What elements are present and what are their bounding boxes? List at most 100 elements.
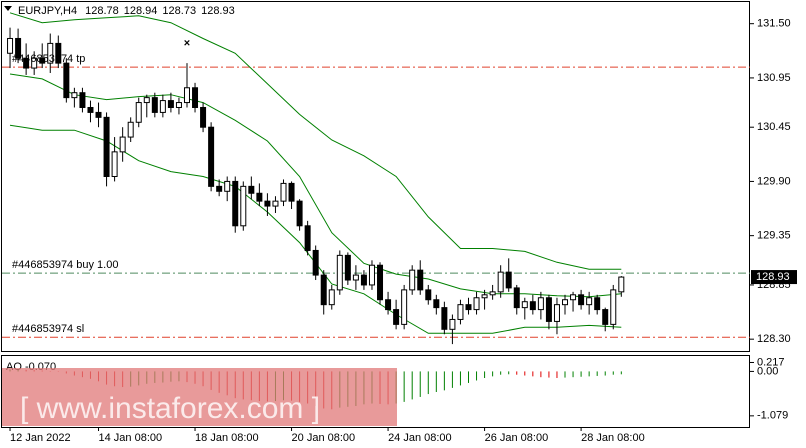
y-tick-label: 129.90	[757, 175, 791, 187]
candle-body	[240, 185, 247, 227]
watermark: [ www.instaforex.com ]	[20, 392, 320, 425]
candle-body	[79, 92, 86, 108]
candle-body	[545, 297, 552, 322]
main-frame	[1, 1, 750, 352]
candle-body	[344, 254, 351, 281]
candle-body	[288, 182, 295, 202]
ao-tick-label: 0.00	[757, 365, 778, 377]
candle-body	[296, 200, 303, 227]
candle-body	[280, 182, 287, 202]
candle-body	[570, 294, 577, 301]
candle-body	[360, 274, 367, 286]
candle-body	[473, 297, 480, 311]
x-tick-label: 14 Jan 08:00	[99, 432, 163, 444]
candle-body	[409, 269, 416, 291]
price-box	[751, 270, 797, 285]
header-value: 128.78	[85, 5, 119, 17]
header-value: 128.93	[201, 5, 235, 17]
y-tick-label: 130.95	[757, 72, 791, 84]
candle-body	[135, 102, 142, 123]
candle-body	[31, 57, 38, 69]
candle-body	[586, 297, 593, 306]
candle-body	[63, 62, 70, 99]
candle-body	[87, 106, 94, 113]
candle-body	[336, 254, 343, 291]
candle-body	[159, 100, 166, 113]
candle-body	[71, 92, 78, 99]
header-arrow	[4, 6, 12, 11]
candle-body	[256, 192, 263, 202]
candle-body	[119, 136, 126, 153]
candle-body	[264, 200, 271, 207]
candle-body	[401, 289, 408, 325]
x-tick-label: 20 Jan 08:00	[292, 432, 356, 444]
y-tick-label: 129.35	[757, 230, 791, 242]
candle-body	[47, 42, 54, 64]
candle-body	[529, 301, 536, 311]
x-tick-label: 24 Jan 08:00	[388, 432, 452, 444]
ao-tick-label: 0.217	[757, 356, 785, 368]
candle-body	[393, 309, 400, 325]
candle-body	[618, 276, 625, 293]
candle-body	[192, 87, 199, 108]
candle-body	[55, 42, 62, 64]
candle-body	[208, 126, 215, 187]
candle-body	[594, 297, 601, 311]
bollinger-band	[9, 12, 622, 270]
candle-body	[578, 294, 585, 306]
x-tick-label: 26 Jan 08:00	[485, 432, 549, 444]
candle-body	[449, 318, 456, 330]
trade-marker: ×	[184, 37, 190, 49]
candle-body	[216, 185, 223, 192]
candle-body	[441, 307, 448, 330]
candle-body	[385, 299, 392, 311]
candle-body	[7, 37, 14, 54]
order-label: #446853974 tp	[12, 53, 85, 65]
candle-body	[481, 294, 488, 299]
candle-body	[167, 100, 174, 108]
candle-body	[175, 102, 182, 108]
candle-body	[312, 249, 319, 276]
header: EURJPY,H4 128.78 128.94 128.73 128.93	[18, 5, 235, 17]
y-tick-label: 131.50	[757, 18, 791, 30]
candle-body	[425, 289, 432, 301]
candle-body	[377, 264, 384, 301]
candle-body	[224, 180, 231, 192]
candle-body	[368, 264, 375, 286]
candle-body	[433, 299, 440, 309]
candle-body	[272, 200, 279, 207]
header-value: 128.73	[162, 5, 196, 17]
header-value: 128.94	[124, 5, 158, 17]
candle-body	[602, 309, 609, 325]
candle-body	[537, 297, 544, 311]
candle-body	[320, 274, 327, 306]
y-tick-label: 130.45	[757, 121, 791, 133]
candle-body	[521, 301, 528, 309]
candle-body	[562, 299, 569, 306]
candle-body	[103, 116, 110, 177]
candle-body	[39, 57, 46, 64]
candle-body	[183, 87, 190, 104]
candle-body	[111, 151, 118, 177]
candle-body	[151, 97, 158, 113]
x-tick-label: 18 Jan 08:00	[195, 432, 259, 444]
candle-body	[610, 289, 617, 325]
candle-body	[95, 111, 102, 118]
watermark-box	[2, 368, 397, 426]
candle-body	[352, 274, 359, 281]
candle-body	[23, 57, 30, 69]
price-box-label: 128.93	[756, 271, 790, 283]
candle-body	[513, 287, 520, 309]
candle-body	[248, 185, 255, 194]
candle-body	[15, 37, 22, 59]
symbol: EURJPY,H4	[18, 5, 77, 17]
candle-body	[505, 271, 512, 289]
candle-body	[200, 106, 207, 128]
y-tick-label: 128.30	[757, 333, 791, 345]
candle-body	[497, 271, 504, 293]
candle-body	[457, 304, 464, 320]
candle-body	[127, 121, 134, 138]
candle-body	[417, 269, 424, 291]
x-tick-label: 12 Jan 2022	[10, 432, 71, 444]
